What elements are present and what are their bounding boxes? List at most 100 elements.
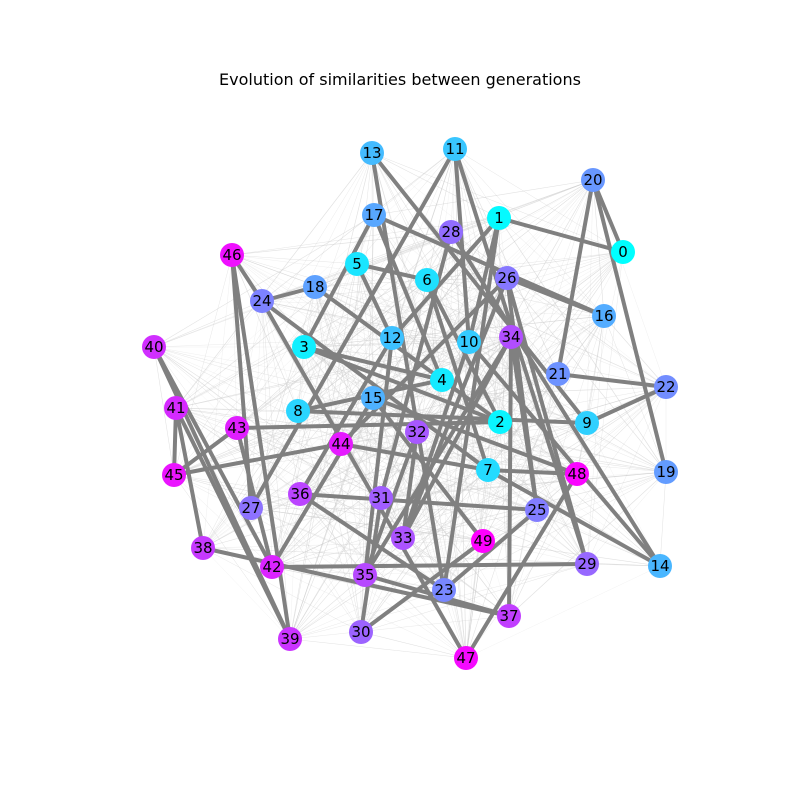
weak-edge (231, 254, 299, 412)
node-22: 22 (654, 375, 678, 399)
node-label: 45 (164, 466, 183, 484)
node-2: 2 (488, 410, 512, 434)
node-label: 36 (290, 485, 309, 503)
weak-edge (175, 179, 594, 409)
weak-edge (202, 148, 456, 549)
weak-edge (360, 431, 418, 633)
weak-edge (402, 537, 510, 617)
node-label: 37 (499, 607, 518, 625)
weak-edge (372, 148, 456, 399)
node-label: 38 (193, 539, 212, 557)
weak-edge (498, 217, 501, 423)
node-circle (380, 326, 404, 350)
weak-edge (271, 337, 393, 568)
node-circle (575, 411, 599, 435)
weak-edge (576, 315, 605, 475)
weak-edge (426, 251, 624, 281)
edge-26-33 (401, 276, 509, 540)
node-circle (142, 335, 166, 359)
node-label: 11 (445, 140, 464, 158)
node-label: 32 (407, 423, 426, 441)
node-7: 7 (476, 458, 500, 482)
node-label: 33 (393, 529, 412, 547)
weak-edge (231, 254, 578, 475)
weak-edge (153, 346, 510, 617)
weak-edge (271, 566, 467, 659)
weak-edge (175, 407, 299, 412)
weak-edge (250, 507, 445, 591)
node-circle (611, 240, 635, 264)
node-circle (432, 578, 456, 602)
node-label: 13 (362, 144, 381, 162)
weak-edge (314, 231, 452, 288)
weak-edge (586, 471, 667, 565)
edge-41-38 (174, 406, 205, 550)
node-49: 49 (471, 529, 495, 553)
node-23: 23 (432, 578, 456, 602)
node-circle (415, 268, 439, 292)
weak-edge (340, 152, 373, 445)
node-circle (286, 399, 310, 423)
node-label: 15 (363, 389, 382, 407)
weak-edge (153, 346, 175, 476)
edge-22-9 (585, 385, 668, 425)
edge-48-47 (464, 472, 579, 660)
node-3: 3 (292, 335, 316, 359)
weak-edge (371, 152, 374, 399)
edge-11-27 (249, 147, 457, 510)
node-33: 33 (391, 526, 415, 550)
edge-26-44 (339, 276, 509, 446)
node-circle (191, 536, 215, 560)
node-circle (488, 410, 512, 434)
node-circle (546, 362, 570, 386)
edge-20-19 (591, 178, 668, 474)
weak-edge (443, 471, 667, 591)
node-circle (239, 496, 263, 520)
node-39: 39 (278, 627, 302, 651)
weak-edge (153, 346, 588, 424)
node-label: 4 (437, 371, 447, 389)
weak-edge (236, 427, 362, 633)
node-circle (250, 289, 274, 313)
node-label: 27 (241, 499, 260, 517)
node-43: 43 (225, 416, 249, 440)
node-circle (487, 206, 511, 230)
edge-34-37 (507, 335, 513, 618)
weak-edge (360, 563, 588, 633)
weak-edge (261, 300, 301, 495)
weak-edge (380, 217, 500, 499)
edge-24-7 (260, 299, 490, 472)
edge-48-7 (486, 468, 579, 476)
weak-edge (236, 231, 452, 429)
node-circle (575, 552, 599, 576)
weak-edge (175, 300, 263, 409)
edge-3-4 (302, 345, 444, 382)
node-label: 16 (594, 307, 613, 325)
node-45: 45 (162, 463, 186, 487)
node-32: 32 (405, 420, 429, 444)
edge-21-20 (556, 178, 595, 376)
weak-edge (231, 254, 358, 265)
node-circle (430, 368, 454, 392)
weak-edge (236, 179, 594, 429)
node-14: 14 (648, 554, 672, 578)
node-26: 26 (495, 266, 519, 290)
node-15: 15 (361, 386, 385, 410)
node-label: 29 (577, 555, 596, 573)
node-circle (439, 220, 463, 244)
weak-edge (380, 469, 489, 499)
node-48: 48 (565, 462, 589, 486)
weak-edge (506, 277, 667, 473)
node-circle (369, 486, 393, 510)
node-label: 30 (351, 623, 370, 641)
node-label: 23 (434, 581, 453, 599)
nodes: 0123456789101112131415161718192021222324… (142, 137, 678, 670)
node-label: 24 (252, 292, 271, 310)
node-circle (648, 554, 672, 578)
node-label: 5 (352, 255, 362, 273)
weak-edge (468, 341, 667, 473)
node-circle (499, 325, 523, 349)
edge-36-25 (298, 492, 539, 512)
weak-edge (261, 148, 456, 302)
